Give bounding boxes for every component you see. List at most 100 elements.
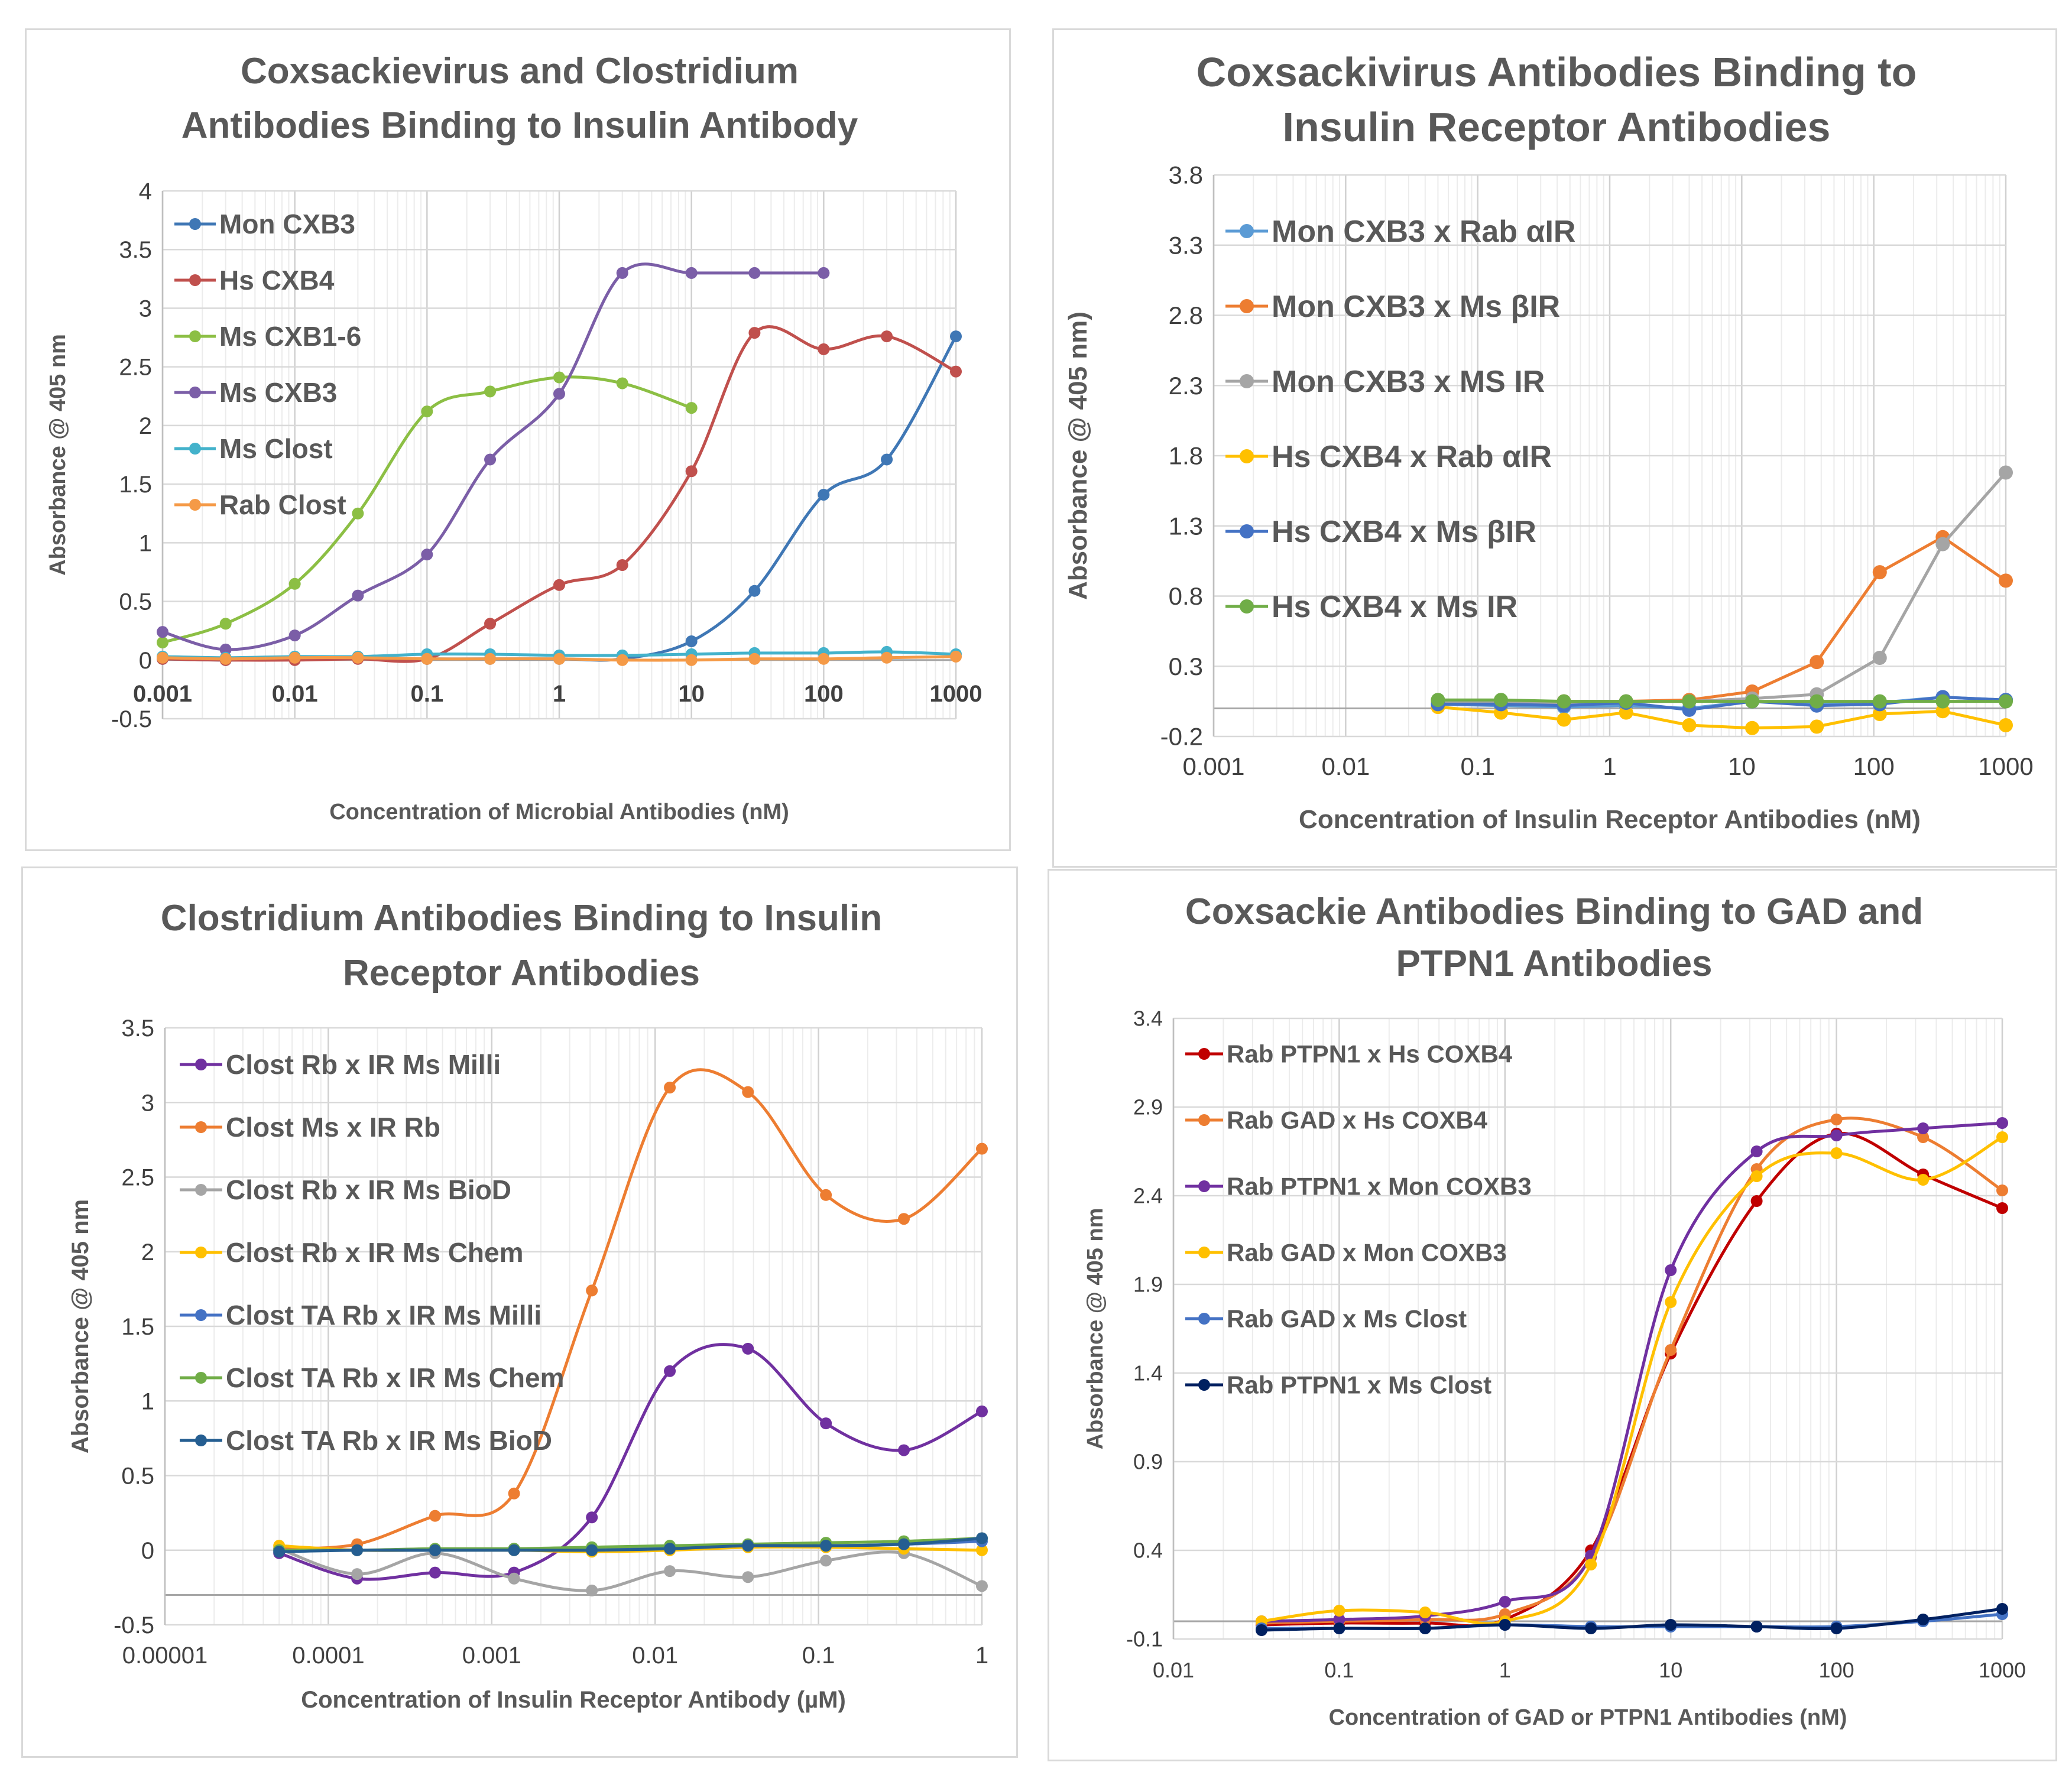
series-line	[279, 1068, 983, 1550]
data-point	[219, 618, 232, 630]
series-hs-cxb4-x-ms-ir	[1431, 693, 2013, 709]
data-point	[976, 1580, 988, 1592]
data-point	[898, 1444, 910, 1456]
x-tick-label: 0.01	[1321, 752, 1370, 780]
series-line	[1261, 1117, 2003, 1625]
x-tick-label: 0.001	[1182, 752, 1244, 780]
x-tick-label: 10	[1659, 1658, 1682, 1682]
data-point	[273, 1546, 286, 1558]
x-tick-label: 100	[804, 681, 844, 707]
legend-entry: Ms CXB1-6	[174, 321, 361, 352]
data-point	[1745, 721, 1760, 735]
data-point	[553, 653, 565, 665]
data-point	[1999, 573, 2013, 588]
legend-entry: Clost Rb x IR Ms Chem	[180, 1237, 524, 1268]
legend-label: Hs CXB4 x Ms IR	[1272, 590, 1517, 624]
series-clost-rb-x-ir-ms-milli	[273, 1342, 988, 1585]
legend-label: Clost TA Rb x IR Ms Chem	[226, 1362, 564, 1393]
y-tick-label: -0.1	[1126, 1627, 1163, 1651]
y-tick-label: 3.4	[1133, 1007, 1163, 1031]
y-axis-title: Absorbance @ 405 nm	[46, 334, 70, 576]
y-tick-label: 2.9	[1133, 1095, 1163, 1119]
y-tick-label: 1	[139, 530, 152, 556]
data-point	[484, 385, 497, 398]
chart-title-line: Coxsackie Antibodies Binding to GAD and	[1185, 891, 1923, 932]
data-point	[484, 653, 497, 665]
x-tick-label: 0.0001	[292, 1643, 364, 1669]
chart-svg: Coxsackivirus Antibodies Binding to Insul…	[1063, 49, 2034, 834]
data-point	[351, 1568, 364, 1580]
series-line	[278, 1547, 983, 1592]
legend-swatch-marker	[189, 443, 201, 455]
data-point	[664, 1543, 676, 1555]
data-point	[881, 453, 893, 466]
data-point	[664, 1565, 676, 1578]
y-tick-label: 1.5	[121, 1314, 154, 1340]
data-point	[898, 1213, 910, 1225]
legend-swatch-marker	[1198, 1114, 1210, 1126]
legend-label: Ms CXB1-6	[219, 321, 361, 352]
legend-swatch-marker	[1198, 1313, 1210, 1325]
y-tick-label: 0	[141, 1538, 154, 1564]
data-point	[685, 635, 698, 648]
data-point	[288, 651, 301, 664]
legend-swatch-marker	[1198, 1247, 1210, 1258]
chart-svg: Coxsackievirus and Clostridium Antibodies…	[46, 51, 982, 825]
x-tick-label: 1000	[1979, 1658, 2026, 1682]
data-point	[685, 654, 698, 666]
legend-label: Rab Clost	[219, 489, 346, 520]
data-point	[508, 1487, 520, 1500]
x-tick-label: 0.01	[1153, 1658, 1194, 1682]
legend-entry: Rab GAD x Hs COXB4	[1185, 1106, 1488, 1134]
legend-swatch-marker	[1198, 1379, 1210, 1391]
data-point	[748, 327, 761, 339]
data-point	[1431, 693, 1445, 707]
y-tick-label: 2	[141, 1239, 154, 1265]
legend-entry: Rab PTPN1 x Ms Clost	[1185, 1371, 1491, 1399]
data-point	[820, 1417, 832, 1430]
data-point	[1499, 1619, 1511, 1631]
data-point	[1419, 1607, 1431, 1618]
data-point	[1665, 1264, 1677, 1276]
series-line	[1261, 1607, 2003, 1632]
series-hs-cxb4-x-rab-ir	[1431, 700, 2013, 735]
data-point	[429, 1510, 441, 1522]
legend-label: Rab PTPN1 x Mon COXB3	[1227, 1173, 1532, 1200]
data-point	[1830, 1130, 1843, 1141]
data-point	[484, 453, 497, 466]
y-axis-title: Absorbance @ 405 nm	[1083, 1208, 1108, 1450]
data-point	[742, 1342, 754, 1355]
legend-swatch-marker	[195, 1184, 207, 1196]
data-point	[820, 1540, 832, 1552]
series-ms-cxb3	[157, 262, 830, 655]
minor-gridlines	[1223, 1018, 1996, 1639]
data-point	[352, 651, 364, 664]
x-axis-title: Concentration of Insulin Receptor Antibo…	[1299, 805, 1921, 834]
y-axis-title: Absorbance @ 405 nm	[67, 1199, 93, 1453]
x-tick-label: 1000	[1978, 752, 2033, 780]
y-tick-label: 3	[139, 296, 152, 322]
data-point	[219, 653, 232, 665]
x-tick-label: 10	[678, 681, 705, 707]
data-point	[1999, 718, 2013, 732]
chart-panel-insulin-antibody: Coxsackievirus and Clostridium Antibodies…	[25, 28, 1011, 851]
x-tick-label: 1	[1603, 752, 1616, 780]
y-tick-label: 1.3	[1169, 512, 1203, 540]
legend-swatch-marker	[1240, 224, 1254, 238]
legend-entry: Rab Clost	[174, 489, 346, 520]
series-line	[1438, 698, 2006, 703]
legend-entry: Clost TA Rb x IR Ms Chem	[180, 1362, 564, 1393]
data-point	[1996, 1131, 2008, 1143]
data-point	[157, 626, 168, 638]
x-tick-label: 1	[1499, 1658, 1511, 1682]
data-point	[1745, 694, 1760, 709]
data-point	[1917, 1174, 1930, 1186]
y-tick-label: 1.9	[1133, 1273, 1163, 1297]
data-point	[881, 651, 893, 664]
data-point	[351, 1544, 364, 1556]
legend-label: Rab PTPN1 x Ms Clost	[1227, 1371, 1491, 1399]
data-point	[898, 1538, 910, 1550]
data-point	[1935, 537, 1950, 551]
data-point	[1682, 718, 1697, 732]
data-point	[586, 1544, 598, 1556]
